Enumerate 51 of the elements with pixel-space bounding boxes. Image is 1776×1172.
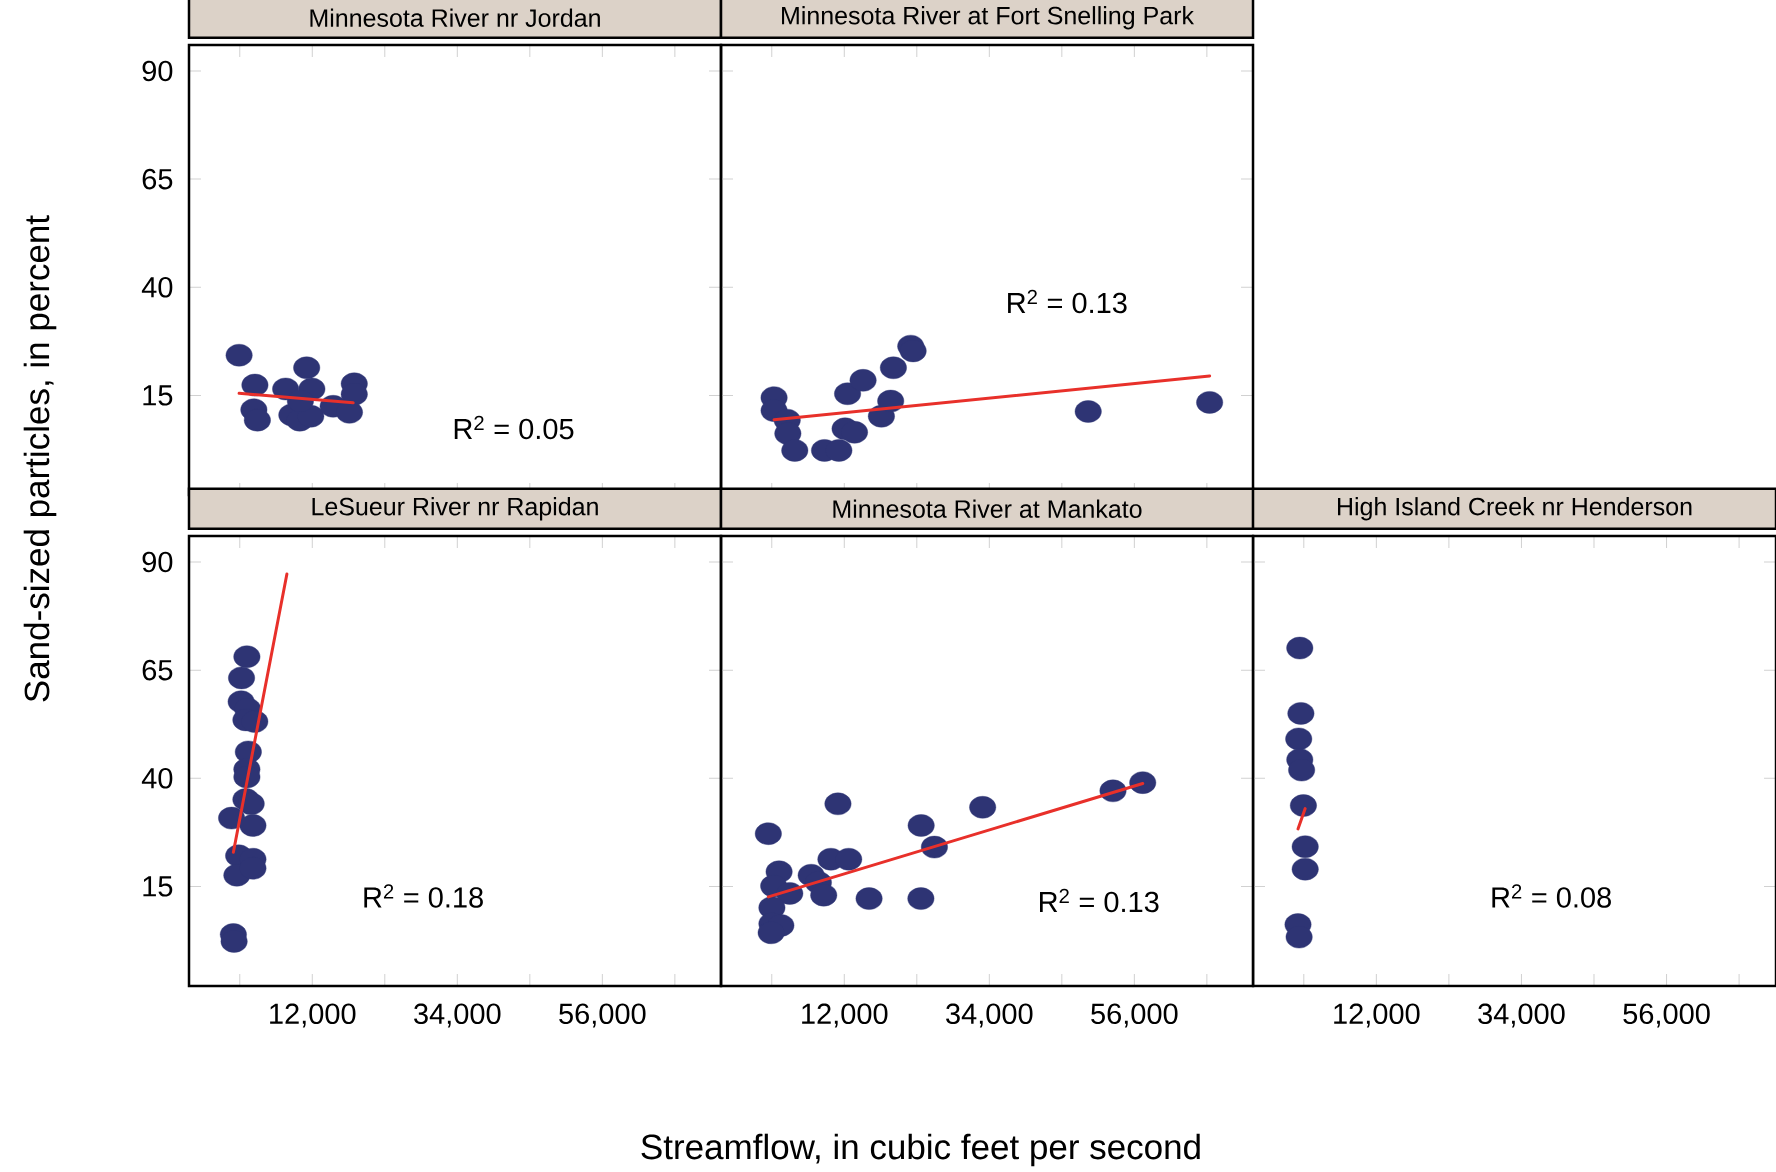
point [907,814,935,837]
annotation: R$^{2}$ = 0.05 [454,415,574,440]
point [225,344,253,367]
x-tick-label: 12,000 [802,1003,888,1028]
point [841,421,868,444]
x-tick-label: 56,000 [559,1003,646,1028]
y-tick-label: 65 [142,168,173,190]
point [969,796,997,819]
chart-title: LeSueur River nr Rapidan [312,497,598,521]
point [293,356,321,379]
annotation: R$^{2}$ = 0.18 [364,884,483,908]
x-tick-label: 34,000 [1478,1003,1565,1028]
point [880,356,907,379]
y-axis-title: Sand-sized particles, in percent [23,215,57,702]
y-tick-label: 90 [142,60,173,82]
point [1196,391,1224,414]
point [855,887,883,910]
point [241,373,269,397]
point [237,792,265,816]
y-tick-label: 40 [141,768,173,789]
point [1074,400,1102,423]
x-tick-label: 56,000 [1623,1003,1710,1028]
annotation: R$^{2}$ = 0.13 [1008,289,1127,314]
chart-title: Minnesota River at Mankato [833,499,1142,518]
x-axis-title: Streamflow, in cubic feet per second [641,1133,1200,1167]
y-tick-label: 90 [142,551,173,573]
chart-title: Minnesota River nr Jordan [310,8,600,27]
x-tick-label: 56,000 [1091,1003,1178,1028]
point [228,666,255,690]
chart-title: Minnesota River at Fort Snelling Park [782,6,1195,30]
y-tick-label: 65 [142,659,173,681]
point [824,792,852,816]
point [233,645,261,668]
point [849,369,877,392]
chart-title: High Island Creek nr Henderson [1338,497,1692,521]
point [754,822,782,845]
x-tick-label: 34,000 [414,1003,501,1028]
point [834,382,861,405]
point [781,439,809,462]
x-tick-label: 12,000 [270,1003,356,1028]
x-tick-label: 34,000 [946,1003,1033,1028]
point [336,401,363,424]
point [239,814,267,837]
annotation: R$^{2}$ = 0.08 [1492,884,1611,908]
x-tick-label: 12,000 [1334,1003,1420,1028]
point [907,887,935,910]
y-tick-label: 15 [143,385,173,406]
point [810,883,838,907]
annotation: R$^{2}$ = 0.13 [1040,888,1159,913]
y-tick-label: 40 [141,277,173,298]
y-tick-label: 15 [143,876,173,897]
